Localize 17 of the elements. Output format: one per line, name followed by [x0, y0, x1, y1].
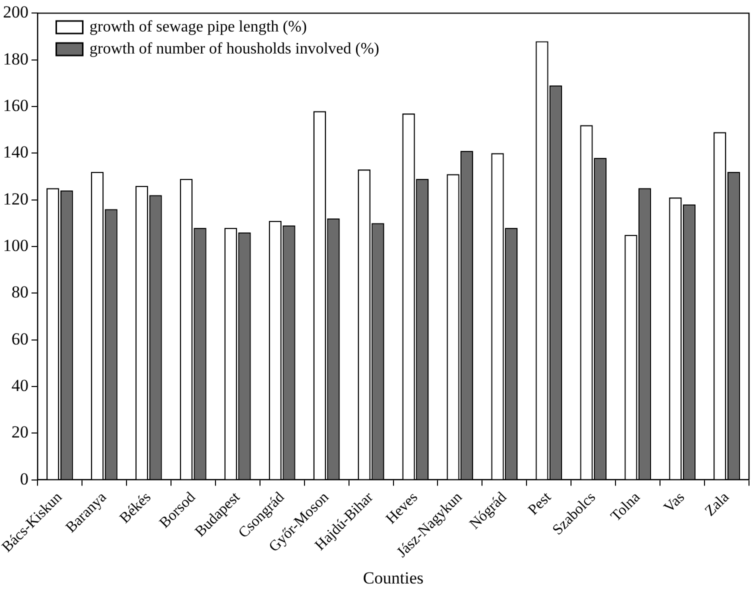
x-axis-title: Counties [363, 568, 424, 588]
y-tick-label: 80 [12, 282, 28, 302]
y-tick-label: 40 [12, 376, 28, 395]
x-tick-label: Vas [661, 489, 688, 516]
y-tick-label: 100 [3, 236, 28, 255]
y-tick-label: 160 [3, 96, 28, 115]
legend-label: growth of sewage pipe length (%) [90, 18, 307, 36]
y-tick-label: 140 [3, 142, 28, 162]
y-tick-label: 200 [3, 2, 28, 22]
y-tick-label: 0 [20, 469, 28, 488]
y-tick-label: 20 [12, 422, 28, 442]
legend-label: growth of number of housholds involved (%) [90, 40, 380, 58]
x-tick-label: Zala [702, 489, 733, 520]
x-tick-label: Pest [526, 488, 556, 518]
y-tick-label: 180 [3, 49, 28, 68]
y-tick-label: 120 [3, 189, 28, 208]
y-tick-label: 60 [12, 329, 28, 348]
